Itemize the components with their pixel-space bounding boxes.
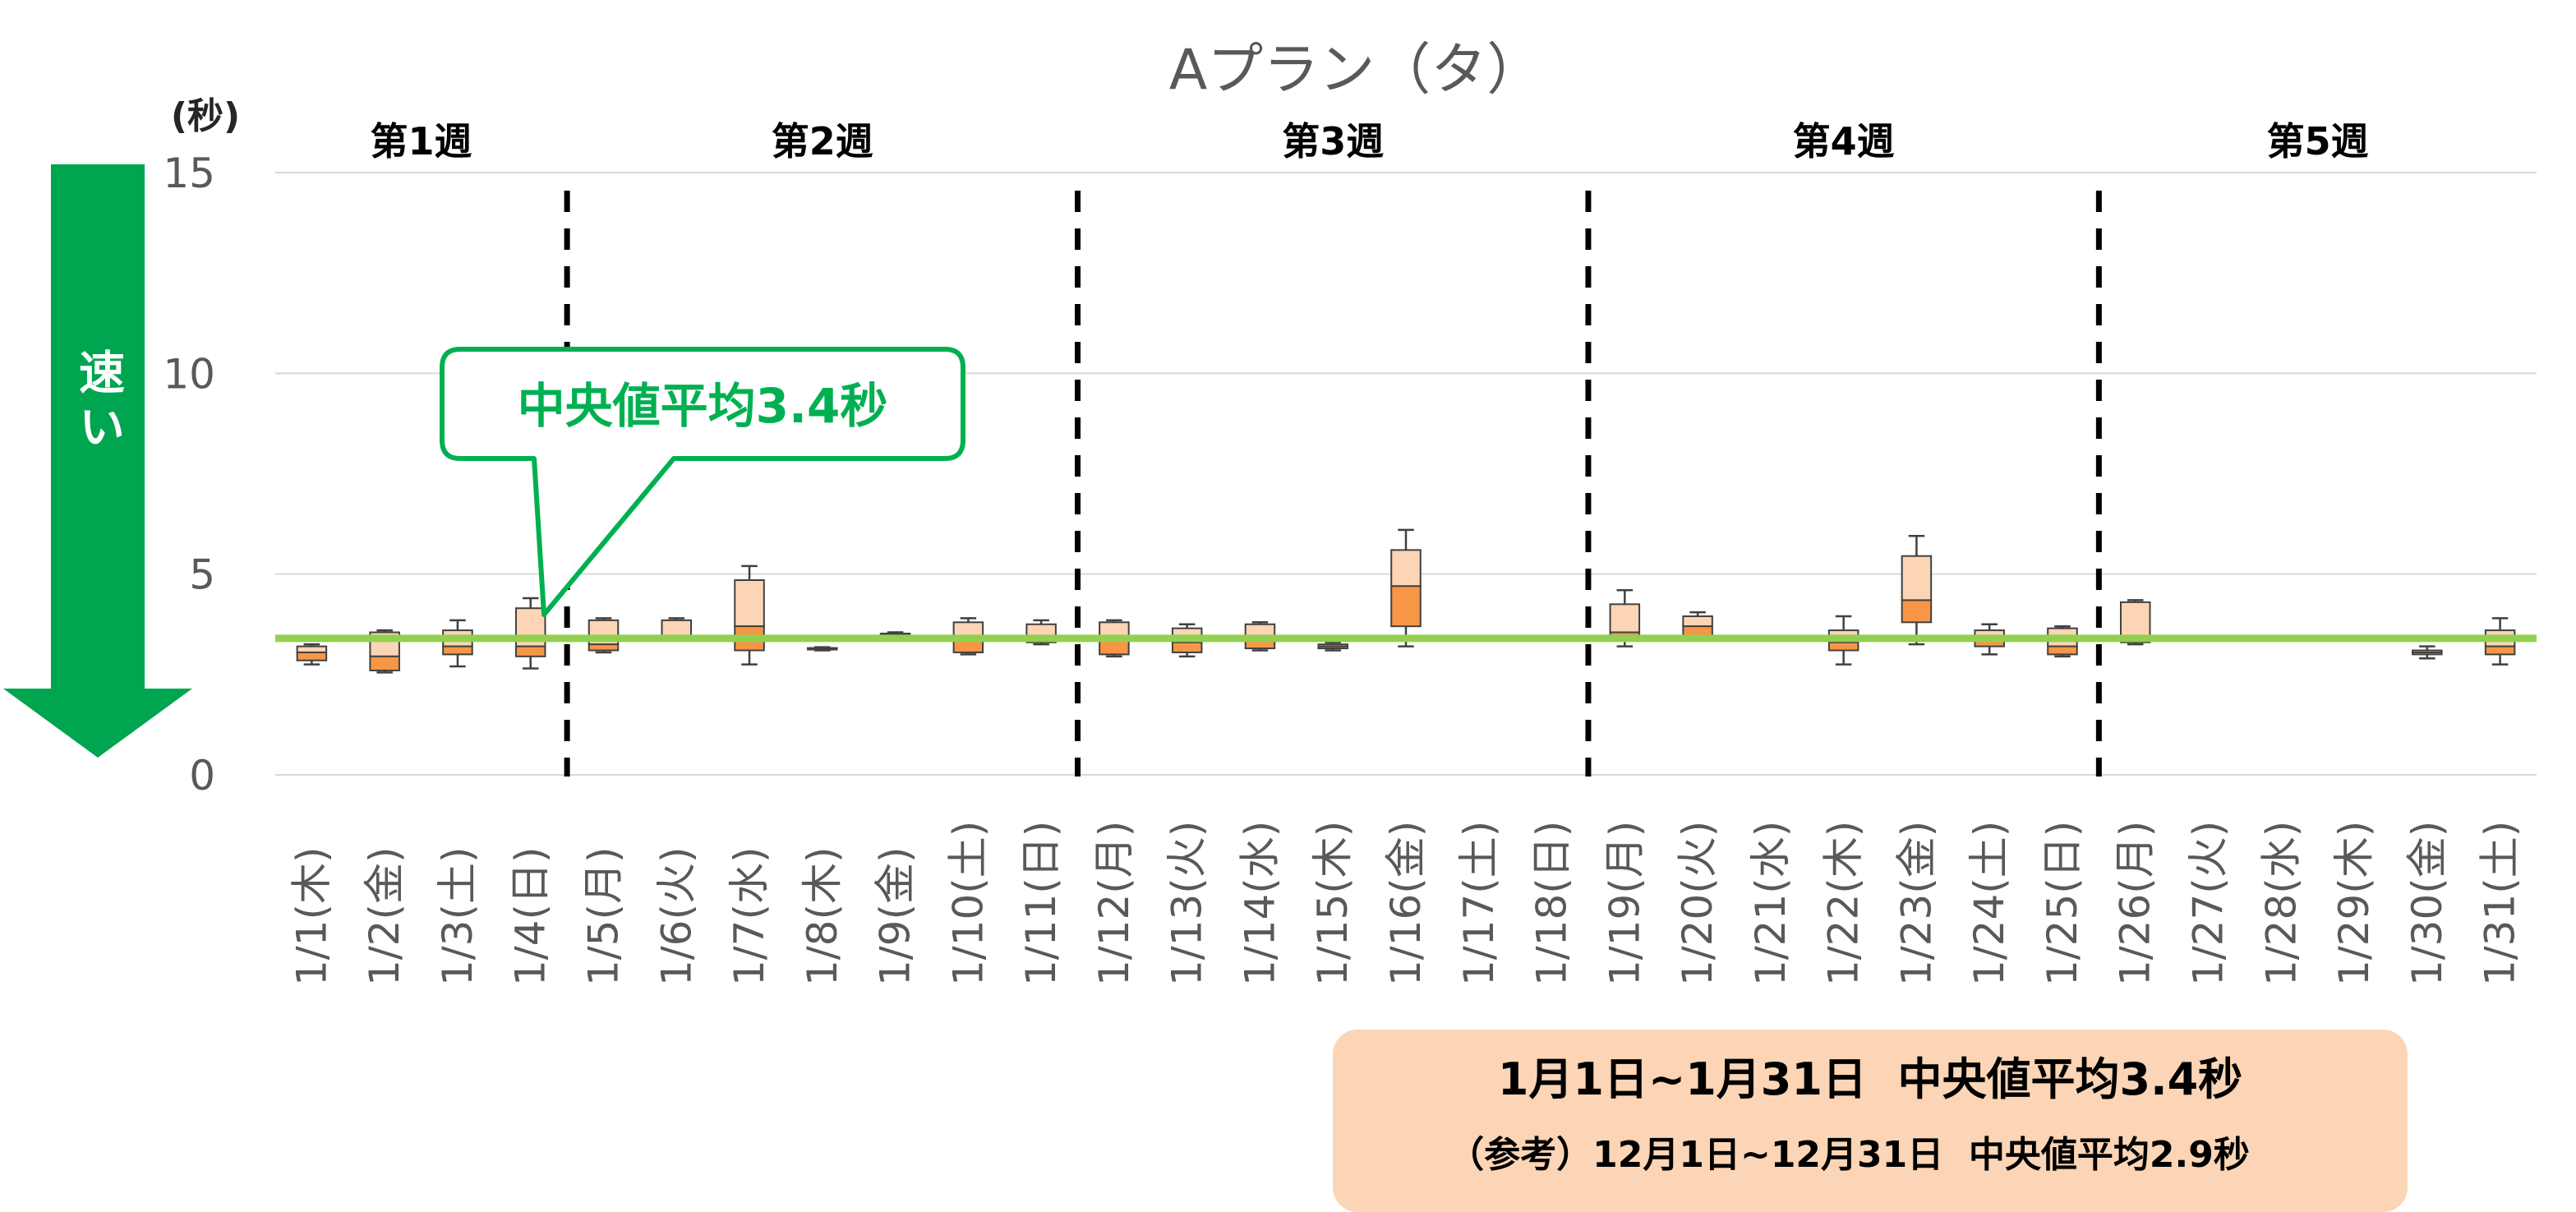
- box-lower: [2047, 645, 2078, 656]
- y-tick-label-10: 10: [163, 350, 215, 398]
- box-plots: [296, 528, 2516, 674]
- callout-bubble: [440, 347, 965, 617]
- box-lower: [1317, 645, 1348, 650]
- box-upper: [2119, 601, 2151, 639]
- x-tick-label: 1/11(日): [1017, 821, 1065, 986]
- box-lower: [1901, 599, 1933, 624]
- x-tick-label: 1/12(月): [1090, 821, 1138, 986]
- box-lower: [588, 643, 620, 652]
- summary-line-1: 1月1日~1月31日 中央値平均3.4秒: [1498, 1053, 2242, 1105]
- x-tick-label: 1/16(金): [1382, 821, 1430, 986]
- x-tick-label: 1/6(火): [652, 847, 700, 986]
- y-axis-label: (秒): [171, 95, 240, 137]
- box-upper: [1901, 555, 1933, 601]
- y-tick-label-5: 5: [189, 551, 215, 599]
- x-tick-label: 1/18(日): [1528, 821, 1576, 986]
- box-upper: [1609, 603, 1641, 634]
- x-tick-label: 1/21(水): [1747, 821, 1795, 986]
- median-callout: 中央値平均3.4秒: [440, 347, 965, 617]
- x-tick-label: 1/5(月): [579, 847, 627, 986]
- box-1/8(木): [807, 646, 838, 652]
- box-lower: [1827, 641, 1859, 652]
- x-tick-label: 1/28(水): [2257, 821, 2305, 986]
- x-tick-label: 1/14(水): [1236, 821, 1283, 986]
- x-tick-label: 1/17(土): [1455, 821, 1503, 986]
- x-tick-labels: 1/1(木) 1/2(金) 1/3(土) 1/4(日) 1/5(月) 1/6(火) 1/7(…: [288, 821, 2523, 986]
- y-tick-label-15: 15: [163, 150, 215, 197]
- x-tick-label: 1/27(火): [2185, 821, 2233, 986]
- summary-background: [1333, 1030, 2408, 1212]
- x-tick-label: 1/15(木): [1309, 821, 1357, 986]
- x-tick-label: 1/1(木): [288, 847, 335, 986]
- x-tick-label: 1/31(土): [2477, 821, 2524, 986]
- box-1/3(土): [442, 619, 473, 668]
- box-lower: [2484, 645, 2516, 656]
- box-upper: [1390, 549, 1422, 588]
- arrow-label: 速い: [71, 348, 125, 457]
- box-1/30(金): [2412, 645, 2443, 660]
- box-1/1(木): [296, 643, 328, 666]
- box-1/16(金): [1390, 528, 1422, 647]
- week-label-4: 第4週: [1793, 119, 1895, 164]
- callout-text: 中央値平均3.4秒: [518, 378, 888, 434]
- box-upper: [1025, 623, 1057, 638]
- x-tick-label: 1/29(木): [2330, 821, 2378, 986]
- x-tick-label: 1/30(金): [2403, 821, 2451, 986]
- x-tick-label: 1/4(日): [507, 847, 555, 986]
- x-tick-label: 1/20(火): [1674, 821, 1721, 986]
- x-tick-label: 1/3(土): [434, 847, 482, 986]
- summary-box: 1月1日~1月31日 中央値平均3.4秒 （参考）12月1日~12月31日 中央…: [1333, 1030, 2408, 1212]
- box-1/20(火): [1682, 611, 1713, 640]
- box-lower: [2412, 651, 2443, 656]
- box-upper: [734, 578, 765, 628]
- box-lower: [514, 645, 546, 657]
- box-1/19(月): [1609, 588, 1641, 647]
- x-tick-label: 1/8(木): [799, 847, 846, 986]
- x-tick-label: 1/9(金): [872, 847, 919, 986]
- box-lower: [1171, 641, 1203, 653]
- week-separators: [564, 191, 2102, 777]
- box-upper: [296, 645, 328, 653]
- x-tick-label: 1/25(日): [2039, 821, 2086, 986]
- box-lower: [296, 651, 328, 661]
- box-upper: [1682, 615, 1713, 628]
- x-tick-label: 1/23(金): [1892, 821, 1940, 986]
- box-1/23(金): [1901, 534, 1933, 646]
- x-tick-label: 1/10(土): [944, 821, 992, 986]
- y-tick-label-0: 0: [189, 752, 215, 800]
- x-tick-label: 1/2(金): [361, 847, 408, 986]
- box-1/15(木): [1317, 641, 1348, 652]
- chart-title: Aプラン（タ）: [1169, 38, 1543, 103]
- week-label-5: 第5週: [2267, 119, 2369, 164]
- x-tick-label: 1/26(月): [2112, 821, 2159, 986]
- box-lower: [1390, 585, 1422, 628]
- box-lower: [369, 655, 400, 671]
- speed-arrow: 速い: [3, 164, 192, 758]
- box-upper: [661, 619, 693, 638]
- box-lower: [442, 645, 473, 656]
- box-lower: [807, 647, 838, 651]
- week-labels: 第1週 第2週 第3週 第4週 第5週: [371, 119, 2369, 164]
- down-arrow-icon: [3, 164, 192, 758]
- week-label-1: 第1週: [371, 119, 472, 164]
- x-tick-label: 1/7(水): [726, 847, 773, 986]
- week-label-2: 第2週: [772, 119, 873, 164]
- x-tick-label: 1/24(土): [1965, 821, 2013, 986]
- y-tick-labels: 0 5 10 15: [163, 150, 215, 800]
- week-label-3: 第3週: [1282, 119, 1384, 164]
- box-1/7(水): [734, 565, 765, 666]
- x-tick-label: 1/19(月): [1601, 821, 1648, 986]
- x-tick-label: 1/13(火): [1164, 821, 1211, 986]
- summary-line-2: （参考）12月1日~12月31日 中央値平均2.9秒: [1448, 1134, 2250, 1176]
- box-1/26(月): [2119, 599, 2151, 646]
- x-tick-label: 1/22(木): [1820, 821, 1868, 986]
- box-1/4(日): [514, 597, 546, 670]
